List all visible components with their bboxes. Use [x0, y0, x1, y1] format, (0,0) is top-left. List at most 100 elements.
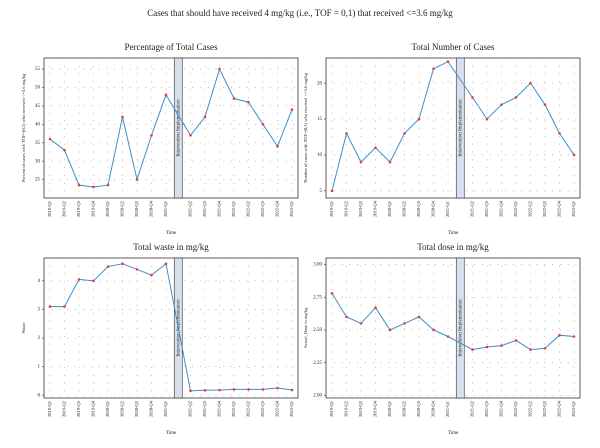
x-tick-label: 2022-Q4	[275, 400, 280, 417]
data-point	[403, 322, 406, 325]
data-point	[388, 328, 392, 332]
data-point	[290, 388, 294, 392]
data-point	[471, 348, 474, 351]
x-tick-label: 2023-Q1	[571, 201, 576, 217]
data-point	[330, 292, 334, 295]
data-point	[63, 305, 66, 308]
y-tick-label: 35	[35, 141, 41, 146]
data-point	[558, 333, 561, 337]
y-tick-label: 45	[35, 104, 41, 109]
data-point	[330, 189, 334, 193]
y-tick-label: 2.00	[313, 394, 322, 399]
x-tick-label: 2021-Q1	[445, 401, 450, 417]
data-point	[417, 315, 421, 319]
data-point	[403, 132, 406, 135]
intervention-label: Intervention Implementation	[176, 299, 181, 357]
data-point	[150, 134, 153, 137]
data-point	[276, 386, 279, 390]
data-point	[63, 148, 66, 152]
x-tick-label: 2020-Q4	[431, 200, 436, 217]
x-tick-label: 2022-Q1	[513, 401, 518, 417]
chart-title: Percentage of Total Cases	[125, 42, 218, 52]
data-point	[529, 348, 532, 351]
x-tick-label: 2020-Q3	[134, 400, 139, 417]
x-tick-label: 2021-Q3	[484, 400, 489, 417]
x-tick-label: 2022-Q2	[246, 401, 251, 417]
data-point	[388, 160, 392, 164]
data-point	[247, 100, 250, 104]
plot-frame	[325, 57, 581, 199]
x-axis-label: Time	[166, 431, 177, 436]
data-point	[514, 339, 518, 342]
x-tick-label: 2022-Q1	[231, 401, 236, 417]
data-point	[290, 108, 294, 111]
x-tick-label: 2020-Q2	[120, 401, 125, 417]
y-axis-label: Waste	[21, 323, 26, 334]
x-tick-label: 2023-Q1	[571, 401, 576, 417]
x-tick-label: 2022-Q4	[557, 400, 562, 417]
data-point	[164, 93, 168, 97]
y-axis-label: Percent of cases with TOF=(0,1) who rece…	[21, 73, 27, 182]
data-point	[121, 262, 124, 266]
y-tick-label: 40	[35, 122, 41, 127]
x-tick-label: 2021-Q3	[202, 200, 207, 217]
x-tick-label: 2021-Q2	[188, 401, 193, 417]
x-tick-label: 2022-Q1	[513, 201, 518, 217]
x-tick-label: 2019-Q4	[91, 400, 96, 417]
y-tick-label: 2.75	[313, 295, 322, 300]
x-tick-label: 2020-Q1	[387, 201, 392, 217]
y-axis-label: Actual_Dose in mg/kg	[303, 307, 308, 348]
intervention-label: Intervention Implementation	[458, 99, 463, 157]
data-point	[359, 322, 363, 325]
x-tick-label: 2019-Q2	[62, 201, 67, 217]
y-tick-label: 1	[38, 365, 41, 370]
x-tick-label: 2019-Q3	[358, 200, 363, 217]
data-point	[485, 345, 489, 349]
x-tick-label: 2023-Q1	[289, 201, 294, 217]
x-tick-label: 2021-Q4	[217, 400, 222, 417]
data-point	[374, 146, 377, 150]
y-tick-label: 20	[317, 81, 323, 86]
x-tick-label: 2022-Q4	[557, 200, 562, 217]
x-tick-label: 2020-Q4	[149, 200, 154, 217]
x-axis-label: Time	[448, 231, 459, 236]
x-tick-label: 2019-Q1	[47, 401, 52, 417]
y-tick-label: 3.00	[313, 263, 322, 268]
x-tick-label: 2019-Q1	[329, 401, 334, 417]
y-tick-label: 2.50	[313, 328, 322, 333]
data-point	[232, 97, 236, 100]
x-tick-label: 2021-Q4	[499, 400, 504, 417]
data-point	[543, 346, 547, 350]
x-tick-label: 2019-Q3	[76, 200, 81, 217]
data-point	[164, 262, 168, 266]
y-tick-label: 2.25	[313, 361, 322, 366]
x-tick-label: 2019-Q4	[91, 200, 96, 217]
data-point	[374, 306, 377, 310]
x-tick-label: 2020-Q3	[416, 200, 421, 217]
data-point	[500, 103, 503, 106]
intervention-band	[455, 257, 465, 399]
plot-frame	[43, 257, 299, 399]
y-tick-label: 2	[38, 336, 41, 341]
y-tick-label: 5	[320, 189, 323, 194]
data-point	[572, 335, 576, 338]
data-point	[359, 160, 363, 164]
x-tick-label: 2021-Q2	[470, 401, 475, 417]
data-point	[514, 96, 518, 99]
y-tick-label: 0	[38, 393, 41, 398]
data-point	[261, 388, 265, 391]
data-point	[558, 132, 561, 135]
x-tick-label: 2019-Q3	[358, 400, 363, 417]
data-point	[345, 315, 348, 319]
data-point	[432, 67, 435, 71]
x-tick-label: 2019-Q1	[47, 201, 52, 217]
data-point	[48, 305, 52, 308]
y-tick-label: 25	[35, 178, 41, 183]
x-tick-label: 2019-Q3	[76, 400, 81, 417]
x-tick-label: 2023-Q1	[289, 401, 294, 417]
x-tick-label: 2021-Q2	[470, 201, 475, 217]
x-tick-label: 2021-Q1	[163, 401, 168, 417]
x-tick-label: 2022-Q3	[542, 400, 547, 417]
y-tick-label: 50	[35, 86, 41, 91]
